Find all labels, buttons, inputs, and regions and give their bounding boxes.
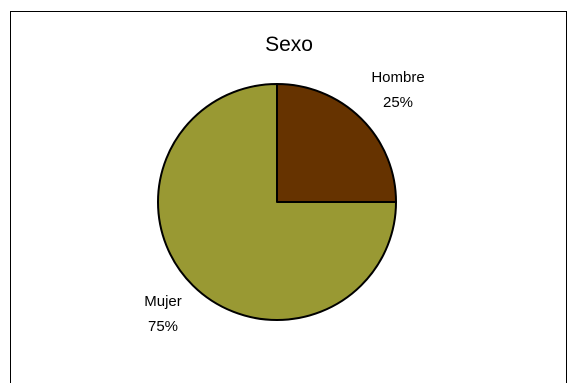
slice-label-hombre-name: Hombre: [371, 69, 424, 86]
pie-slice-hombre: [276, 83, 397, 203]
chart-title: Sexo: [265, 33, 313, 56]
slice-labels: Hombre 25% Mujer 75%: [144, 69, 424, 335]
slice-label-mujer-name: Mujer: [144, 293, 182, 310]
pie-slice-mujer: [157, 83, 397, 321]
pie-slices: [157, 83, 397, 321]
slice-label-mujer-value: 75%: [148, 318, 178, 335]
slice-label-hombre-value: 25%: [383, 94, 413, 111]
